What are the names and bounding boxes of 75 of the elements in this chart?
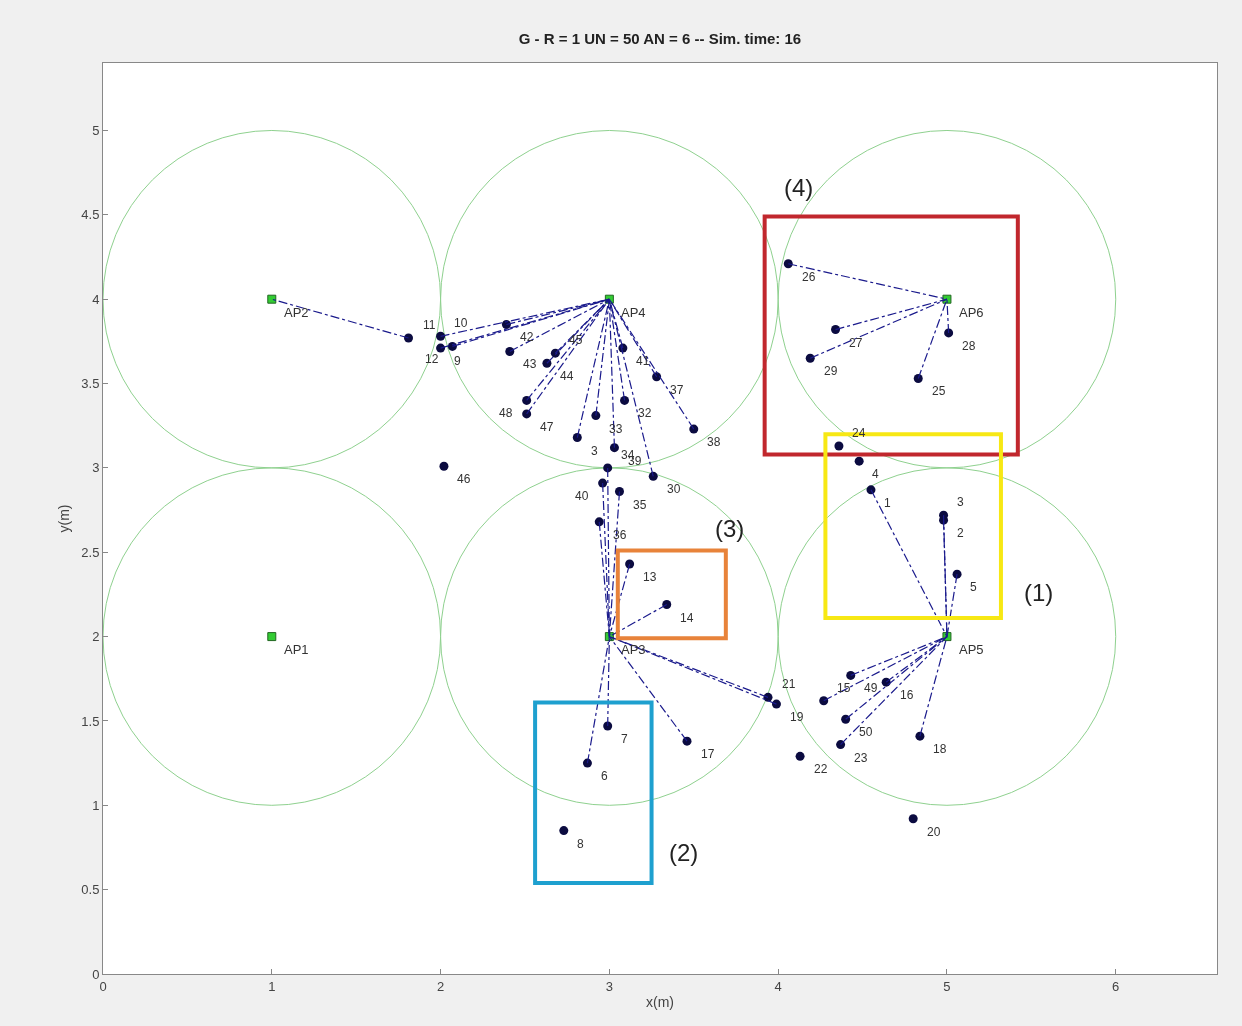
y-tick-label: 2 bbox=[92, 629, 100, 645]
annotation: 23 bbox=[854, 751, 868, 765]
x-tick-label: 3 bbox=[605, 978, 613, 994]
annotation: (3) bbox=[715, 515, 745, 542]
annotation: 26 bbox=[802, 270, 816, 284]
annotation: 12 bbox=[425, 352, 439, 366]
annotation: 7 bbox=[621, 732, 628, 746]
y-tick-label: 4.5 bbox=[81, 207, 100, 223]
y-tick-label: 3.5 bbox=[81, 376, 100, 392]
annotation: 46 bbox=[457, 472, 471, 486]
annotation: 17 bbox=[701, 747, 715, 761]
annotation: AP4 bbox=[621, 305, 646, 320]
annotation: 32 bbox=[638, 406, 652, 420]
annotation: 33 bbox=[609, 422, 623, 436]
annotation: (2) bbox=[669, 839, 699, 866]
x-tick-label: 2 bbox=[436, 978, 445, 994]
annotation: AP5 bbox=[959, 642, 984, 657]
annotation: 40 bbox=[575, 489, 589, 503]
annotation: 9 bbox=[454, 354, 461, 368]
annotation: 18 bbox=[933, 742, 947, 756]
x-tick-label: 1 bbox=[268, 978, 276, 994]
annotation: 49 bbox=[864, 681, 878, 695]
annotation: 28 bbox=[962, 339, 976, 353]
annotation: 1 bbox=[884, 496, 891, 510]
annotation: 36 bbox=[613, 528, 627, 542]
annotation: 6 bbox=[601, 769, 608, 783]
annotation: AP2 bbox=[284, 305, 309, 320]
annotation: 48 bbox=[499, 406, 513, 420]
annotation: 22 bbox=[814, 762, 828, 776]
annotation: AP1 bbox=[284, 642, 309, 657]
annotation: (4) bbox=[784, 174, 814, 201]
annotation: 41 bbox=[636, 354, 650, 368]
annotation: 42 bbox=[520, 330, 534, 344]
annotation: 19 bbox=[790, 710, 804, 724]
chart-title: G - R = 1 UN = 50 AN = 6 -- Sim. time: 16 bbox=[518, 30, 802, 48]
annotation: 38 bbox=[707, 435, 721, 449]
annotation: (1) bbox=[1024, 579, 1054, 606]
annotation: 20 bbox=[927, 825, 941, 839]
annotation: AP6 bbox=[959, 305, 984, 320]
y-tick-label: 2.5 bbox=[81, 544, 100, 560]
x-tick-label: 6 bbox=[1112, 978, 1120, 994]
annotation: 27 bbox=[849, 336, 863, 350]
annotation: 47 bbox=[540, 420, 554, 434]
y-tick-label: 0 bbox=[92, 966, 100, 982]
annotation: AP3 bbox=[621, 642, 646, 657]
annotation: 16 bbox=[900, 688, 914, 702]
y-tick-label: 5 bbox=[92, 123, 100, 139]
y-tick-label: 4 bbox=[92, 291, 100, 307]
annotation: 8 bbox=[577, 837, 584, 851]
annotation: 3 bbox=[957, 495, 964, 509]
annotation: 35 bbox=[633, 498, 647, 512]
annotation: 21 bbox=[782, 677, 796, 691]
annotation: 43 bbox=[523, 357, 537, 371]
annotation: 2 bbox=[957, 526, 964, 540]
y-tick-label: 1 bbox=[92, 797, 100, 813]
annotation: 44 bbox=[560, 369, 574, 383]
annotation: 3 bbox=[591, 444, 598, 458]
annotation: 4 bbox=[872, 467, 879, 481]
annotation: 11 bbox=[423, 318, 436, 332]
x-tick-label: 5 bbox=[943, 978, 951, 994]
annotation: 29 bbox=[824, 364, 838, 378]
annotation: 30 bbox=[667, 482, 681, 496]
annotation: 50 bbox=[859, 725, 873, 739]
y-tick-label: 1.5 bbox=[81, 713, 100, 729]
x-tick-label: 4 bbox=[774, 978, 782, 994]
annotation: 5 bbox=[970, 580, 977, 594]
annotation: 37 bbox=[670, 383, 684, 397]
y-tick-label: 3 bbox=[92, 460, 100, 476]
y-axis-title: y(m) bbox=[55, 504, 72, 533]
annotation: 25 bbox=[932, 384, 946, 398]
y-tick-label: 0.5 bbox=[81, 882, 100, 898]
annotation: 14 bbox=[680, 611, 694, 625]
x-axis-title: x(m) bbox=[646, 993, 674, 1010]
annotation: 13 bbox=[643, 570, 657, 584]
annotation: 10 bbox=[454, 316, 468, 330]
